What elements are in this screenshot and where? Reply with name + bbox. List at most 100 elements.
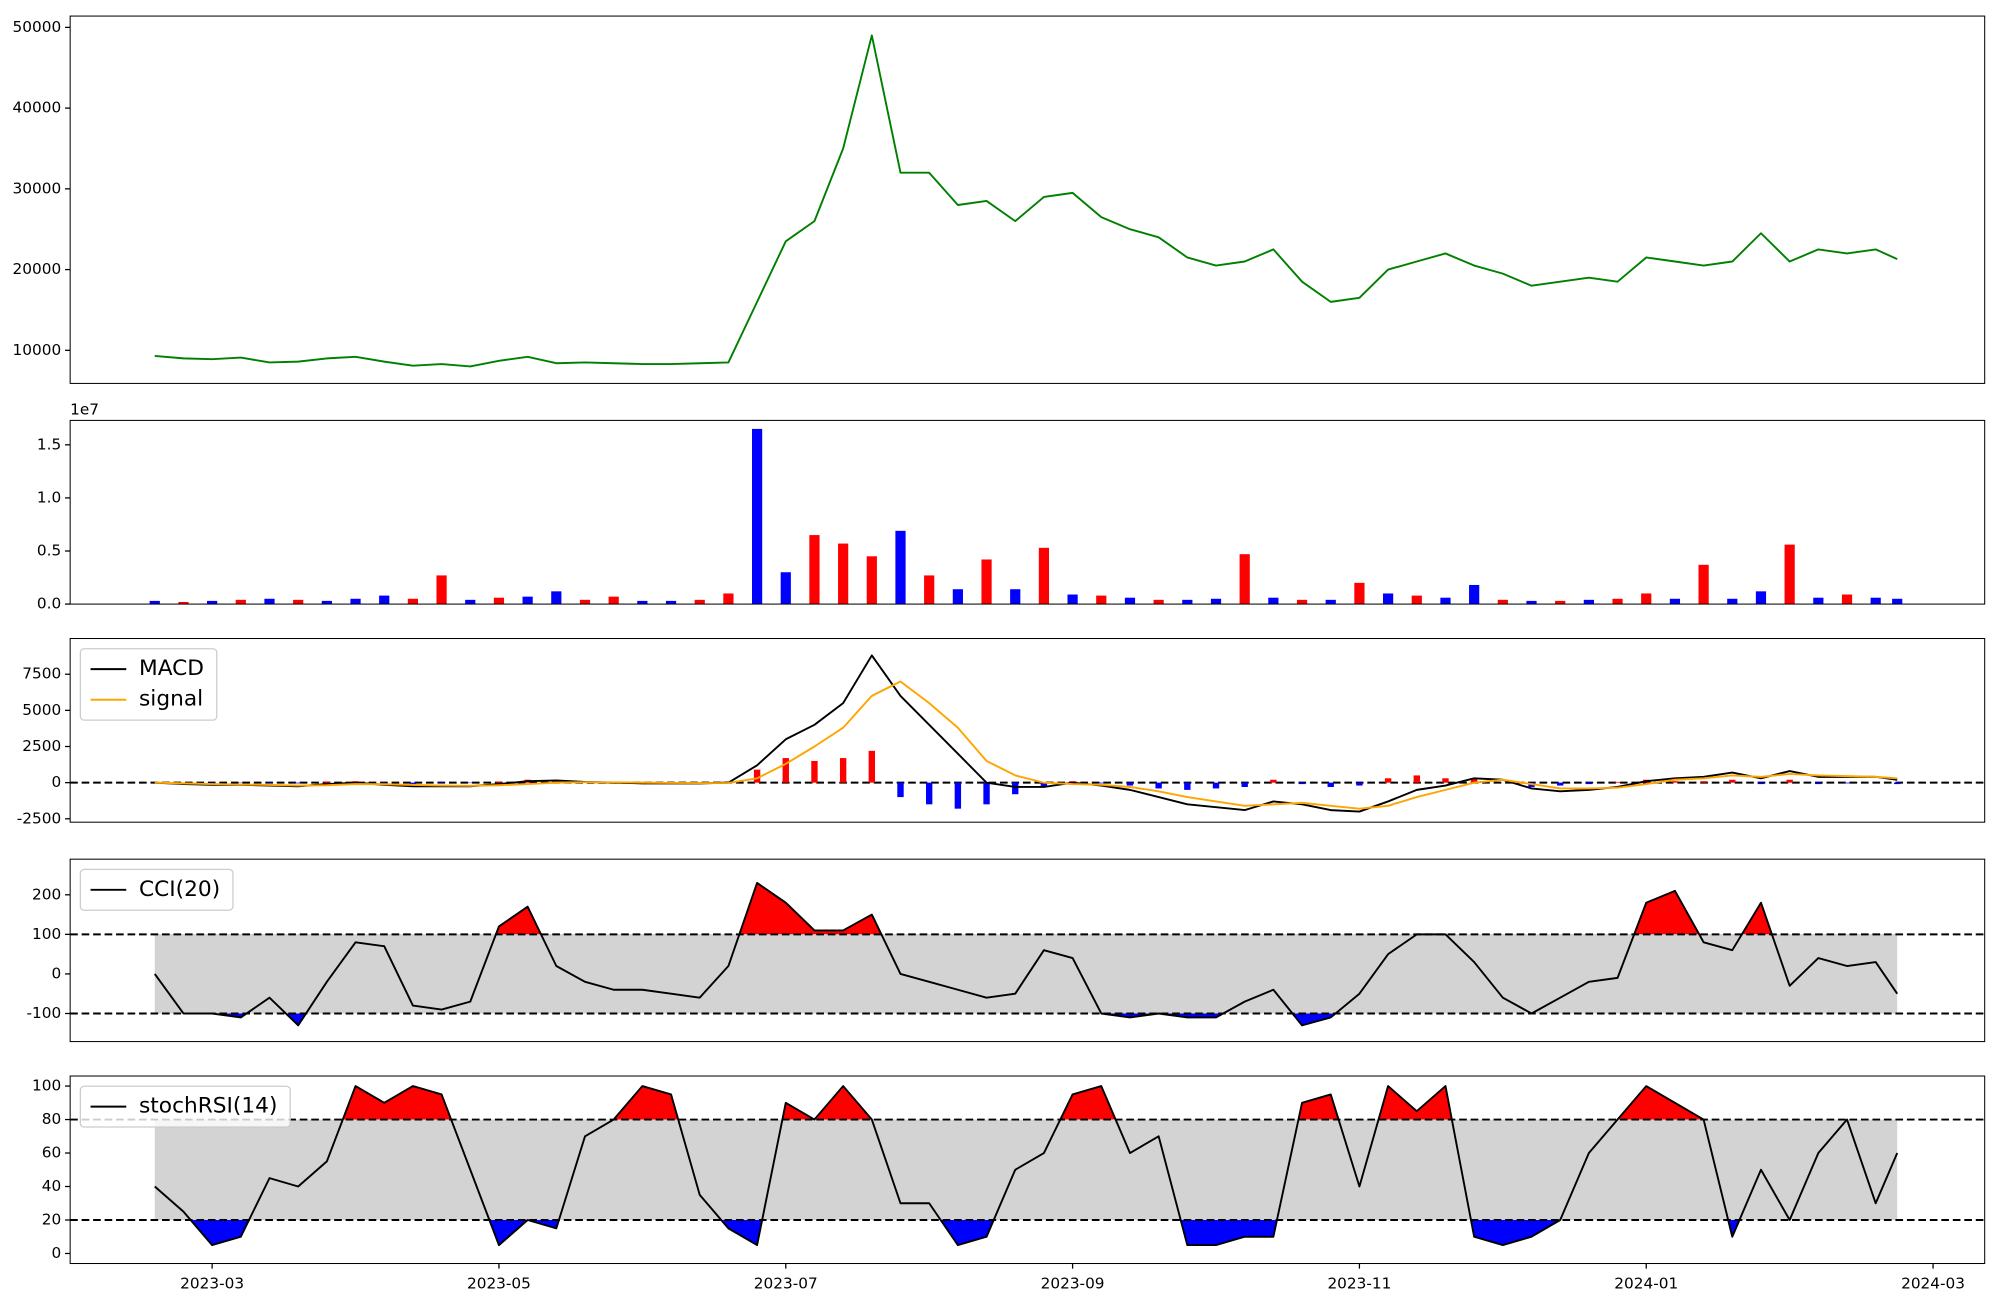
y-tick-label: 40 xyxy=(42,1177,61,1195)
volume-bar xyxy=(1727,598,1738,605)
volume-bar xyxy=(751,428,763,605)
volume-bar xyxy=(493,597,505,605)
volume-bar xyxy=(1354,582,1365,605)
volume-bar xyxy=(637,600,648,605)
x-tick-label: 2023-09 xyxy=(1041,1274,1105,1292)
y-tick-label: 0 xyxy=(51,964,61,982)
histogram-bar xyxy=(1894,782,1901,785)
volume-bar xyxy=(1755,591,1767,605)
volume-bar xyxy=(1038,547,1050,605)
volume-bar xyxy=(465,599,476,605)
histogram-bar xyxy=(553,780,560,783)
histogram-bar xyxy=(1212,782,1220,789)
volume-bar xyxy=(407,598,419,605)
volume-bar xyxy=(1841,594,1853,605)
volume-bar xyxy=(436,575,447,605)
plot-area xyxy=(70,881,1985,1027)
histogram-bar xyxy=(1184,782,1191,790)
y-tick-label: 100 xyxy=(32,1077,61,1095)
volume-bar xyxy=(1182,599,1193,605)
volume-bar xyxy=(838,543,849,605)
legend: MACD signal xyxy=(79,648,218,721)
histogram-bar xyxy=(1040,782,1048,787)
volume-bar xyxy=(1813,597,1824,605)
x-tick-label: 2023-03 xyxy=(180,1274,244,1292)
volume-bar xyxy=(293,599,304,605)
volume-bar xyxy=(809,535,820,605)
histogram-bar xyxy=(839,758,847,783)
volume-bar xyxy=(321,600,332,605)
histogram-bar xyxy=(438,782,445,784)
legend-label: stochRSI(14) xyxy=(139,1094,277,1119)
volume-bar xyxy=(1239,554,1250,605)
y-tick-label: 50000 xyxy=(13,18,62,36)
volume-bar xyxy=(608,596,619,605)
volume-bar xyxy=(1325,599,1336,605)
volume-bar xyxy=(1641,593,1652,605)
histogram-bar xyxy=(1384,778,1392,783)
volume-bar xyxy=(1124,597,1136,605)
legend-frame xyxy=(79,1085,291,1128)
histogram-bar xyxy=(1155,782,1162,789)
histogram-bar xyxy=(1614,781,1621,783)
histogram-bar xyxy=(1241,782,1248,787)
histogram-bar xyxy=(1442,778,1449,783)
y-tick-label: 20 xyxy=(42,1210,61,1228)
y-tick-label: 80 xyxy=(42,1110,61,1128)
histogram-bar xyxy=(897,782,904,798)
histogram-bar xyxy=(1815,782,1822,785)
volume-bar xyxy=(1067,594,1078,605)
legend: stochRSI(14) xyxy=(79,1085,291,1128)
histogram-bar xyxy=(1098,782,1105,784)
oversold-fill xyxy=(154,1219,1898,1246)
histogram-bar xyxy=(1729,779,1736,783)
legend: CCI(20) xyxy=(79,868,234,911)
y-tick-label: 2500 xyxy=(22,737,61,755)
frame xyxy=(69,15,1986,384)
volume-bar xyxy=(1153,599,1164,605)
histogram-bar xyxy=(1843,782,1851,784)
histogram-bar xyxy=(1012,782,1019,795)
histogram-bar xyxy=(208,782,216,784)
volume-bar xyxy=(207,600,218,605)
band xyxy=(154,1119,1898,1220)
histogram-bar xyxy=(495,781,503,783)
volume-bar xyxy=(1555,600,1566,605)
histogram-bar xyxy=(753,769,761,783)
histogram-bar xyxy=(409,782,417,784)
y-tick-label: 5000 xyxy=(22,701,61,719)
y-tick-label: -100 xyxy=(27,1004,62,1022)
y-tick-label: 40000 xyxy=(13,99,62,117)
histogram-bar xyxy=(1786,779,1793,783)
volume-bar xyxy=(1497,599,1508,605)
frame xyxy=(69,858,1986,1043)
x-tick-label: 2023-11 xyxy=(1327,1274,1391,1292)
histogram-bar xyxy=(1356,782,1363,786)
volume-bar xyxy=(1096,595,1107,605)
histogram-bar xyxy=(1413,775,1420,783)
series-line xyxy=(154,680,1898,810)
y-tick-label: 60 xyxy=(42,1144,61,1162)
histogram-bar xyxy=(1470,778,1478,783)
y-tick-label: 100 xyxy=(32,925,61,943)
volume-bar xyxy=(1268,597,1279,605)
band xyxy=(154,934,1898,1014)
plot-area xyxy=(149,428,1903,605)
legend-frame xyxy=(79,868,234,911)
volume-bar xyxy=(149,600,160,605)
volume-bar xyxy=(952,589,963,605)
volume-bar xyxy=(264,598,275,605)
volume-bar xyxy=(694,599,705,605)
overbought-fill xyxy=(342,1086,1704,1120)
y-tick-label: 1.5 xyxy=(37,435,61,453)
volume-bar xyxy=(1296,599,1308,605)
histogram-bar xyxy=(1671,781,1679,783)
volume-bar xyxy=(665,600,677,605)
plot-area xyxy=(70,1085,1985,1247)
y-tick-label: 20000 xyxy=(13,260,62,278)
volume-bar xyxy=(350,598,361,605)
volume-bar xyxy=(1784,544,1795,605)
volume-bar xyxy=(522,596,533,605)
legend-label: MACD xyxy=(139,656,204,681)
